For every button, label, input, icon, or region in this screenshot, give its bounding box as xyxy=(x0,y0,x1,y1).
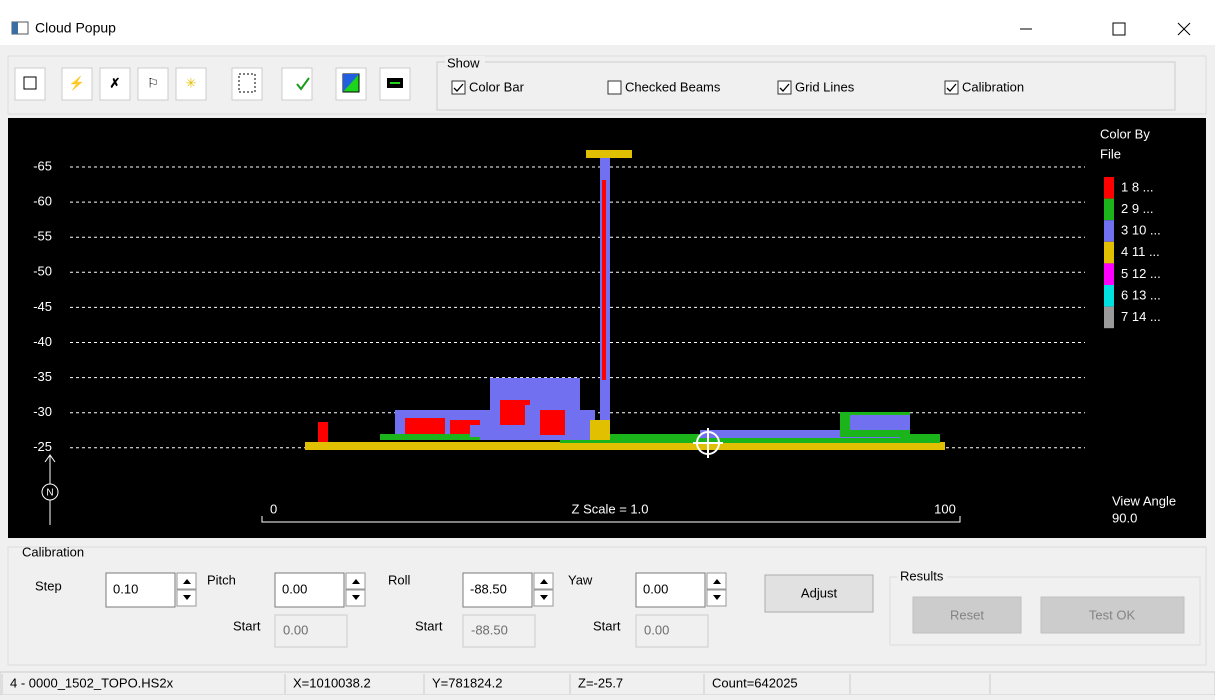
field-label: Yaw xyxy=(568,572,593,587)
legend-swatch xyxy=(1104,242,1114,264)
start-value: 0.00 xyxy=(644,622,669,637)
input-value: 0.00 xyxy=(643,581,668,596)
calibration-label: Calibration xyxy=(22,544,84,559)
point-cloud xyxy=(318,422,328,442)
y-label: -30 xyxy=(33,404,52,419)
legend-label: 3 10 ... xyxy=(1121,223,1161,238)
status-item: Y=781824.2 xyxy=(432,675,502,690)
scale-start: 0 xyxy=(270,501,277,516)
legend-swatch xyxy=(1104,220,1114,242)
checkbox[interactable] xyxy=(452,81,465,94)
legend-swatch xyxy=(1104,285,1114,307)
start-label: Start xyxy=(593,618,621,633)
y-label: -25 xyxy=(33,439,52,454)
checkbox-label: Grid Lines xyxy=(795,79,855,94)
show-label: Show xyxy=(447,55,480,70)
field-label: Pitch xyxy=(207,572,236,587)
y-label: -45 xyxy=(33,299,52,314)
legend-title: Color By xyxy=(1100,126,1150,141)
legend-swatch xyxy=(1104,263,1114,285)
input-value: 0.10 xyxy=(113,581,138,596)
icon: ✳ xyxy=(186,75,197,90)
legend-label: 4 11 ... xyxy=(1121,244,1160,259)
reset-label: Reset xyxy=(950,607,984,622)
legend-label: 7 14 ... xyxy=(1121,309,1161,324)
north-label: N xyxy=(46,488,53,499)
point-cloud xyxy=(850,415,910,430)
app-icon-part xyxy=(12,22,18,34)
point-cloud xyxy=(470,425,530,437)
y-label: -50 xyxy=(33,264,52,279)
title-bar xyxy=(0,0,1215,45)
icon: ✗ xyxy=(110,75,121,90)
legend-swatch xyxy=(1104,177,1114,199)
y-label: -60 xyxy=(33,194,52,209)
view-angle: 90.0 xyxy=(1112,510,1137,525)
window-title: Cloud Popup xyxy=(35,20,116,36)
point-cloud xyxy=(602,180,606,380)
checkbox-label: Checked Beams xyxy=(625,79,721,94)
legend-label: 1 8 ... xyxy=(1121,179,1154,194)
y-label: -40 xyxy=(33,334,52,349)
field-label: Roll xyxy=(388,572,411,587)
scale-label: Z Scale = 1.0 xyxy=(572,501,649,516)
checkbox[interactable] xyxy=(608,81,621,94)
field-label: Step xyxy=(35,578,62,593)
status-item: Count=642025 xyxy=(712,675,798,690)
y-label: -35 xyxy=(33,369,52,384)
checkbox[interactable] xyxy=(778,81,791,94)
scale-end: 100 xyxy=(934,501,956,516)
legend-swatch xyxy=(1104,307,1114,329)
point-cloud xyxy=(586,150,632,158)
icon xyxy=(390,82,400,84)
start-value: 0.00 xyxy=(283,622,308,637)
status-item: 4 - 0000_1502_TOPO.HS2x xyxy=(10,675,174,690)
page: {"window": {"title": "Cloud Popup"}, "sh… xyxy=(0,0,1215,695)
start-value: -88.50 xyxy=(471,622,508,637)
checkbox-label: Color Bar xyxy=(469,79,525,94)
legend-title: File xyxy=(1100,146,1121,161)
point-cloud xyxy=(590,420,610,440)
input-value: 0.00 xyxy=(282,581,307,596)
start-label: Start xyxy=(233,618,261,633)
view-angle-label: View Angle xyxy=(1112,493,1176,508)
input-value: -88.50 xyxy=(470,581,507,596)
results-label: Results xyxy=(900,568,944,583)
checkbox[interactable] xyxy=(945,81,958,94)
point-cloud xyxy=(380,434,480,440)
status-item: Z=-25.7 xyxy=(578,675,623,690)
legend-label: 6 13 ... xyxy=(1121,287,1161,302)
icon: ⚡ xyxy=(69,75,85,91)
legend-label: 2 9 ... xyxy=(1121,201,1154,216)
tool-button[interactable] xyxy=(232,68,262,100)
test-ok-label: Test OK xyxy=(1089,607,1136,622)
y-label: -65 xyxy=(33,158,52,173)
checkbox-label: Calibration xyxy=(962,79,1024,94)
point-cloud xyxy=(540,410,565,435)
tool-button[interactable] xyxy=(15,68,45,100)
y-label: -55 xyxy=(33,229,52,244)
start-label: Start xyxy=(415,618,443,633)
adjust-label: Adjust xyxy=(801,585,838,600)
legend-label: 5 12 ... xyxy=(1121,266,1161,281)
status-item: X=1010038.2 xyxy=(293,675,371,690)
window: Cloud Popup ⚡ ✗ ⚐ ✳ Show Color Bar Checked B… xyxy=(0,0,1215,695)
legend-swatch xyxy=(1104,199,1114,221)
point-cloud xyxy=(305,442,945,450)
icon: ⚐ xyxy=(147,75,159,90)
